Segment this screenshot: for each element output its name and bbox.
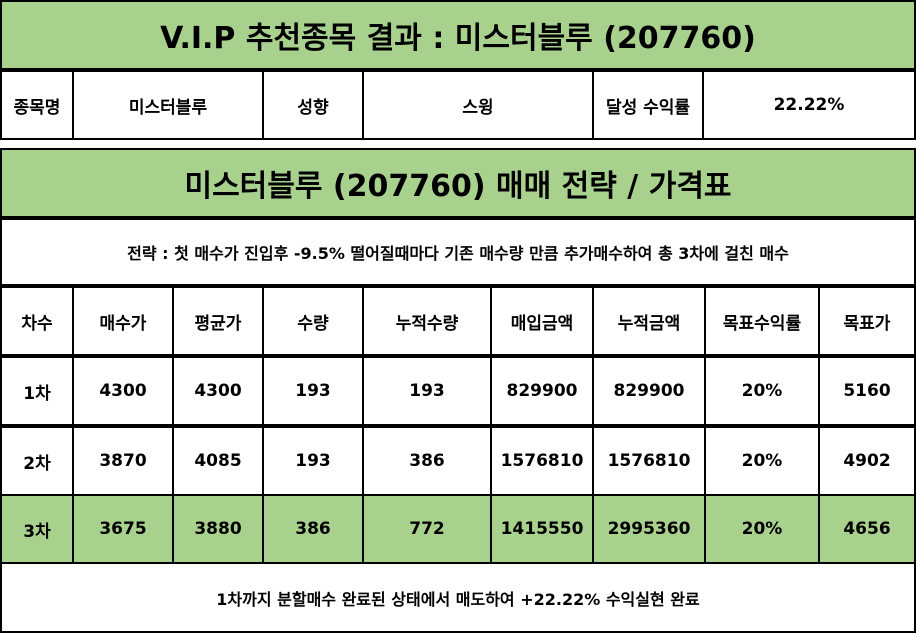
- table-row-highlighted: 3차 3675 3880 386 772 1415550 2995360 20%…: [0, 494, 916, 564]
- col-header-cum-quantity: 누적수량: [364, 288, 492, 354]
- style-value: 스윙: [364, 72, 594, 138]
- col-header-round: 차수: [2, 288, 74, 354]
- cell-cum-quantity: 193: [364, 358, 492, 424]
- cell-target-price: 5160: [843, 381, 891, 401]
- cell-buy-amount: 1415550: [492, 496, 594, 562]
- summary-row: 종목명 미스터블루 성향 스윙 달성 수익률 22.22%: [0, 70, 916, 140]
- cell-avg-price: 4085: [174, 428, 264, 494]
- stock-name-label: 종목명: [2, 72, 74, 138]
- cell-quantity: 386: [264, 496, 364, 562]
- cell-cum-amount: 1576810: [594, 428, 706, 494]
- cell-cum-quantity: 772: [364, 496, 492, 562]
- return-label: 달성 수익률: [594, 72, 704, 138]
- stock-name-value: 미스터블루: [74, 72, 264, 138]
- cell-round: 3차: [2, 496, 74, 562]
- cell-target-return: 20%: [706, 358, 820, 424]
- cell-round: 2차: [2, 428, 74, 494]
- cell-target-return: 20%: [706, 496, 820, 562]
- col-header-quantity: 수량: [264, 288, 364, 354]
- table-header-row: 차수 매수가 평균가 수량 누적수량 매입금액 누적금액 목표수익률 목표가: [0, 286, 916, 356]
- cell-target-price: 4656: [843, 519, 891, 539]
- cell-avg-price: 4300: [174, 358, 264, 424]
- cell-quantity: 193: [264, 358, 364, 424]
- col-header-buy-amount: 매입금액: [492, 288, 594, 354]
- return-value: 22.22%: [773, 95, 845, 115]
- cell-cum-quantity: 386: [364, 428, 492, 494]
- cell-quantity: 193: [264, 428, 364, 494]
- col-header-target-return: 목표수익률: [706, 288, 820, 354]
- table-row: 2차 3870 4085 193 386 1576810 1576810 20%…: [0, 426, 916, 496]
- col-header-target-price: 목표가: [843, 313, 891, 334]
- col-header-buy-price: 매수가: [74, 288, 174, 354]
- cell-target-return: 20%: [706, 428, 820, 494]
- page-title: V.I.P 추천종목 결과 : 미스터블루 (207760): [0, 0, 916, 70]
- cell-cum-amount: 829900: [594, 358, 706, 424]
- cell-buy-price: 3675: [74, 496, 174, 562]
- cell-buy-amount: 829900: [492, 358, 594, 424]
- cell-buy-price: 3870: [74, 428, 174, 494]
- result-note: 1차까지 분할매수 완료된 상태에서 매도하여 +22.22% 수익실현 완료: [0, 562, 916, 633]
- cell-cum-amount: 2995360: [594, 496, 706, 562]
- cell-buy-amount: 1576810: [492, 428, 594, 494]
- cell-buy-price: 4300: [74, 358, 174, 424]
- cell-avg-price: 3880: [174, 496, 264, 562]
- style-label: 성향: [264, 72, 364, 138]
- cell-target-price: 4902: [843, 451, 891, 471]
- cell-round: 1차: [2, 358, 74, 424]
- strategy-title: 미스터블루 (207760) 매매 전략 / 가격표: [0, 148, 916, 218]
- col-header-avg-price: 평균가: [174, 288, 264, 354]
- strategy-description: 전략 : 첫 매수가 진입후 -9.5% 떨어질때마다 기존 매수량 만큼 추가…: [0, 218, 916, 286]
- col-header-cum-amount: 누적금액: [594, 288, 706, 354]
- table-row: 1차 4300 4300 193 193 829900 829900 20% 5…: [0, 356, 916, 426]
